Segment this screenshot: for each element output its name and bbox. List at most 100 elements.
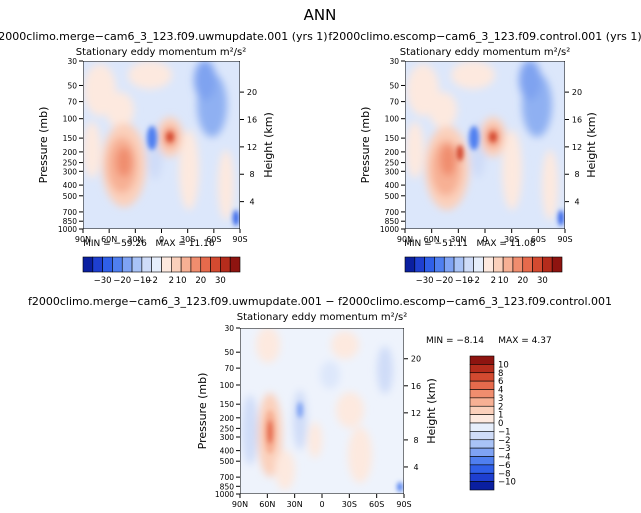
- colorbar-swatch: [469, 464, 495, 474]
- height-tick-label: 12: [411, 409, 421, 418]
- colorbar-swatch: [141, 256, 152, 273]
- colorbar-swatch: [469, 389, 495, 399]
- colorbar-tick-label: −2: [467, 276, 480, 286]
- y-tick-label: 70: [389, 98, 399, 107]
- panel-control: f2000climo.escomp−cam6_3_123.f09.control…: [328, 30, 641, 229]
- colorbar-swatch: [473, 256, 484, 273]
- y-tick-label: 100: [220, 381, 235, 390]
- colorbar-tick-label: −3: [498, 444, 511, 454]
- colorbar-swatch: [469, 397, 495, 407]
- y-tick-label: 100: [385, 115, 400, 124]
- y-tick-label: 30: [67, 57, 77, 66]
- y-tick-label: 150: [63, 134, 78, 143]
- x-tick-label: 30N: [287, 500, 303, 509]
- panel-subtitle: Stationary eddy momentum m²/s²: [400, 47, 570, 58]
- height-tick-label: 8: [413, 436, 418, 445]
- x-tick-label: 0: [319, 500, 324, 509]
- x-tick-label: 30N: [127, 235, 143, 244]
- x-tick-label: 60N: [101, 235, 117, 244]
- colorbar-swatch: [469, 355, 495, 365]
- y-tick-label: 500: [63, 192, 78, 201]
- colorbar-swatch: [200, 256, 211, 273]
- colorbar-swatch: [151, 256, 162, 273]
- panel-title: f2000climo.merge−cam6_3_123.f09.uwmupdat…: [0, 30, 328, 43]
- panel-subtitle: Stationary eddy momentum m²/s²: [237, 312, 407, 323]
- colorbar-swatch: [469, 472, 495, 482]
- contour-field: [83, 61, 240, 229]
- y-axis-label: Pressure (mb): [359, 107, 372, 184]
- colorbar-tick-label: 20: [517, 276, 528, 286]
- colorbar-tick-label: −30: [94, 276, 112, 286]
- height-tick-label: 8: [574, 170, 579, 179]
- x-tick-label: 60S: [369, 500, 384, 509]
- y-tick-label: 30: [389, 57, 399, 66]
- colorbar-tick-label: −2: [145, 276, 158, 286]
- colorbar-tick-label: −10: [498, 478, 516, 488]
- colorbar-swatch: [522, 256, 533, 273]
- colorbar-tick-label: −20: [435, 276, 453, 286]
- x-tick-label: 90N: [397, 235, 413, 244]
- y-tick-label: 400: [220, 447, 235, 456]
- height-axis-label: Height (km): [262, 112, 275, 178]
- y-tick-label: 300: [385, 167, 400, 176]
- colorbar-tick-label: 10: [176, 276, 187, 286]
- colorbar-swatch: [469, 380, 495, 390]
- colorbar-tick-label: 30: [537, 276, 548, 286]
- x-tick-label: 60N: [259, 500, 275, 509]
- x-tick-label: 60S: [531, 235, 546, 244]
- y-tick-label: 1000: [380, 225, 399, 234]
- y-tick-label: 100: [63, 115, 78, 124]
- colorbar-swatch: [424, 256, 435, 273]
- colorbar-swatch: [453, 256, 465, 273]
- axes-layer: 90N 60N 30N 0 30S 60S 90S305070100150200250300…: [37, 57, 598, 509]
- min-label: MIN = −59.26: [83, 239, 147, 249]
- y-tick-label: 850: [220, 482, 235, 491]
- page-title: ANN: [304, 6, 337, 24]
- contour-field: [240, 328, 404, 494]
- colorbar-swatch: [102, 256, 113, 273]
- height-tick-label: 16: [247, 115, 257, 124]
- colorbar-tick-label: 2: [491, 276, 496, 286]
- colorbar-swatch: [483, 256, 494, 273]
- y-tick-label: 850: [385, 217, 400, 226]
- colorbar-swatch: [469, 431, 495, 441]
- colorbar-tick-label: 1: [498, 411, 503, 421]
- min-label: MIN = −8.14: [426, 336, 484, 346]
- colorbar-tick-label: 4: [498, 386, 503, 396]
- height-tick-label: 8: [249, 170, 254, 179]
- colorbar-swatch: [92, 256, 103, 273]
- y-tick-label: 50: [224, 348, 234, 357]
- colorbar-swatch: [210, 256, 221, 273]
- height-tick-label: 16: [572, 115, 582, 124]
- panel-difference: f2000climo.merge−cam6_3_123.f09.uwmupdat…: [28, 295, 612, 494]
- height-tick-label: 12: [572, 143, 582, 152]
- colorbar-swatch: [469, 481, 495, 491]
- colorbar-swatch: [469, 364, 495, 374]
- colorbar-swatch: [469, 405, 495, 415]
- y-tick-label: 50: [67, 81, 77, 90]
- y-tick-label: 300: [63, 167, 78, 176]
- height-tick-label: 20: [572, 88, 582, 97]
- colorbar-tick-label: 6: [498, 377, 503, 387]
- colorbar-tick-label: 2: [169, 276, 174, 286]
- colorbar-tick-label: 20: [195, 276, 206, 286]
- colorbar-tick-label: 30: [215, 276, 226, 286]
- min-label: MIN = −51.11: [404, 239, 468, 249]
- y-tick-label: 30: [224, 324, 234, 333]
- y-tick-label: 1000: [215, 490, 234, 499]
- colorbar-swatch: [414, 256, 425, 273]
- colorbar-tick-label: 8: [498, 369, 503, 379]
- max-label: MAX = 11.08: [476, 239, 535, 249]
- x-tick-label: 90N: [75, 235, 91, 244]
- panel-title: f2000climo.escomp−cam6_3_123.f09.control…: [328, 30, 641, 43]
- x-tick-label: 90S: [557, 235, 572, 244]
- y-tick-label: 300: [220, 433, 235, 442]
- y-tick-label: 50: [389, 81, 399, 90]
- x-tick-label: 30S: [342, 500, 357, 509]
- y-tick-label: 150: [385, 134, 400, 143]
- colorbar-swatch: [469, 372, 495, 382]
- colorbar-tick-label: −30: [416, 276, 434, 286]
- y-tick-label: 70: [224, 364, 234, 373]
- x-tick-label: 90S: [232, 235, 247, 244]
- colorbar-tick-label: −4: [498, 453, 511, 463]
